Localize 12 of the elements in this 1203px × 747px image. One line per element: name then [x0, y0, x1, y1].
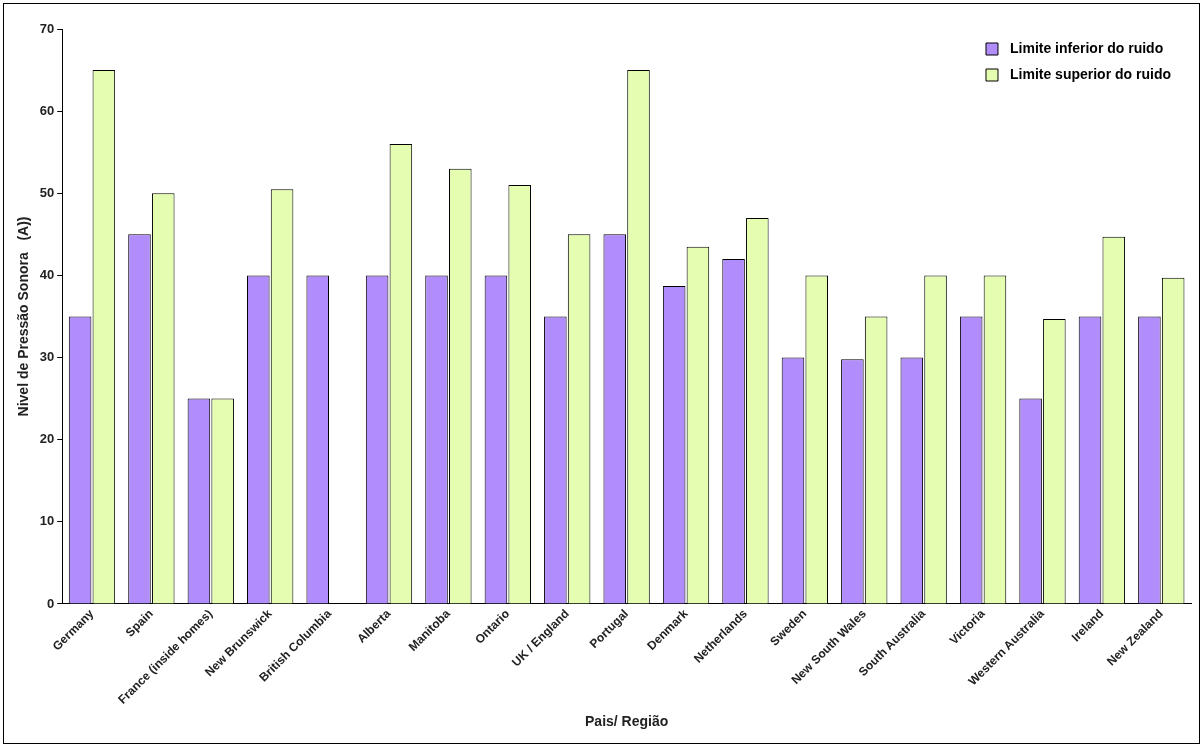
y-tick-label: 70	[39, 20, 55, 36]
y-tick-label: 50	[39, 184, 55, 200]
y-tick-label: 10	[39, 513, 55, 529]
y-tick-label: 60	[39, 102, 55, 118]
y-tick-label: 20	[39, 431, 55, 447]
y-tick-label: 0	[47, 595, 55, 611]
y-axis-title: Nivel de Pressão Sonora (A))	[15, 216, 32, 417]
x-axis-title: Pais/ Região	[585, 713, 669, 730]
y-tick-label: 30	[39, 349, 55, 365]
y-tick-label: 40	[39, 266, 55, 282]
legend-label: Limite inferior do ruido	[1009, 39, 1164, 56]
legend-label: Limite superior do ruido	[1009, 65, 1172, 82]
